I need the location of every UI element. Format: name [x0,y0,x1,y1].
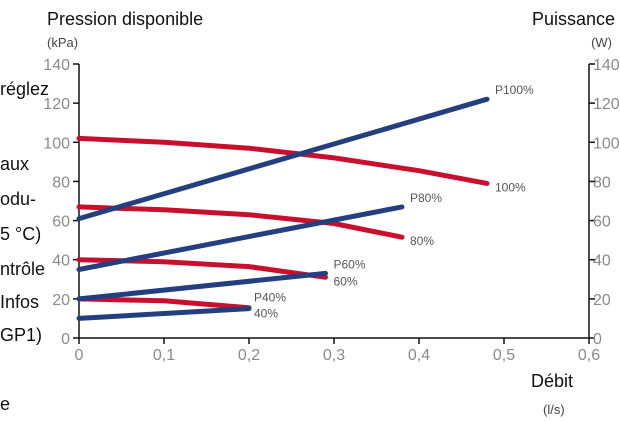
right-axis-unit: (W) [591,35,612,50]
x-tick-label: 0,4 [408,347,430,364]
right-tick-label: 40 [593,253,611,270]
pressure-curve [76,296,252,311]
left-tick-label: 120 [43,96,70,113]
power-curve [76,270,328,302]
left-tick-label: 100 [43,135,70,152]
left-tick-label: 60 [52,214,70,231]
chart-labels: 100% 80% 60% 40% P100% P80% P60% P40% [254,83,534,320]
left-tick-label: 80 [52,174,70,191]
chart-axes: 0 20 40 60 80 100 120 140 0 20 40 60 80 100 120 140 0 0,1… [43,57,620,364]
x-tick-label: 0 [75,347,84,364]
cropped-text-line: ntrôle [0,259,46,279]
right-tick-label: 80 [593,174,611,191]
x-tick-label: 0,5 [493,347,515,364]
left-tick-label: 140 [43,57,70,74]
x-tick-label: 0,6 [578,347,600,364]
series-label: 100% [495,180,526,194]
x-tick-label: 0,3 [323,347,345,364]
cropped-text-line: 5 °C) [0,224,42,244]
left-tick-label: 40 [52,253,70,270]
x-tick-label: 0,2 [238,347,260,364]
power-curve [76,306,252,321]
series-label: 60% [334,274,358,288]
pressure-curve [76,135,490,186]
chart-curves [76,96,490,321]
cropped-text-line: Infos [0,292,40,312]
power-curve [76,204,405,272]
cropped-text-line: GP1) [0,325,43,345]
right-tick-label: 100 [593,135,620,152]
series-label: 80% [410,234,434,248]
x-axis-title: Débit [531,371,574,391]
cropped-text-line: odu- [0,189,37,209]
series-label: 40% [254,307,278,321]
x-tick-label: 0,1 [153,347,175,364]
right-tick-label: 140 [593,57,620,74]
right-tick-label: 0 [593,331,602,348]
right-tick-label: 120 [593,96,620,113]
right-tick-label: 60 [593,214,611,231]
cropped-text-line: aux [0,154,30,174]
cropped-text-line: réglez [0,79,50,99]
right-tick-label: 20 [593,292,611,309]
left-axis-unit: (kPa) [47,35,79,50]
left-tick-label: 20 [52,292,70,309]
left-tick-label: 0 [61,331,70,348]
x-axis-unit: (l/s) [543,402,565,417]
pressure-curve [76,204,405,240]
series-label: P100% [495,83,534,97]
power-curve [76,96,490,222]
series-label: P60% [334,257,366,271]
right-axis-title: Puissance [531,9,615,29]
cropped-text-line: e [0,394,11,414]
series-label: P80% [410,191,442,205]
left-axis-title: Pression disponible [47,9,204,29]
series-label: P40% [254,291,286,305]
